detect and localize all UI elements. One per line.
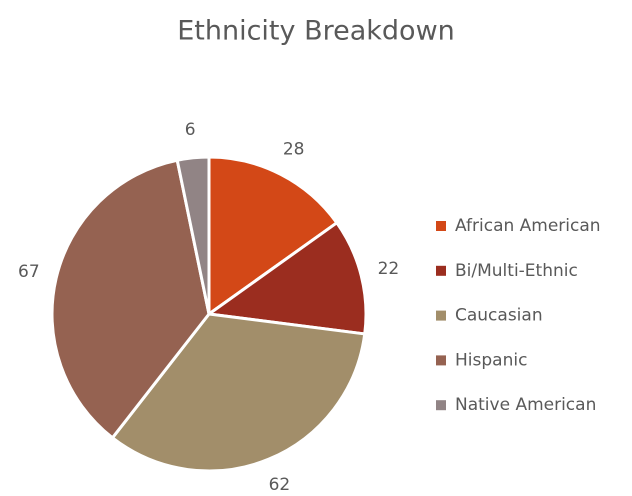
pie-slice	[50, 158, 211, 440]
data-label: 67	[18, 262, 40, 282]
legend-swatch	[436, 355, 446, 366]
pie-slice	[207, 221, 368, 336]
legend-label: African American	[455, 216, 601, 236]
legend-label: Native American	[455, 395, 596, 415]
legend-label: Bi/Multi-Ethnic	[455, 261, 578, 281]
legend-swatch	[436, 400, 446, 411]
data-label: 28	[283, 140, 305, 160]
pie-slice	[207, 155, 339, 316]
pie-slice	[110, 312, 367, 473]
legend-swatch	[436, 221, 446, 231]
legend-label: Hispanic	[455, 350, 527, 370]
data-label: 22	[378, 259, 400, 279]
legend-swatch	[436, 265, 446, 276]
data-label: 62	[269, 475, 291, 495]
chart-title: Ethnicity Breakdown	[177, 16, 455, 47]
legend-swatch	[436, 310, 446, 321]
data-label: 6	[185, 120, 196, 140]
legend-label: Caucasian	[455, 306, 543, 326]
pie-slice	[175, 155, 211, 316]
